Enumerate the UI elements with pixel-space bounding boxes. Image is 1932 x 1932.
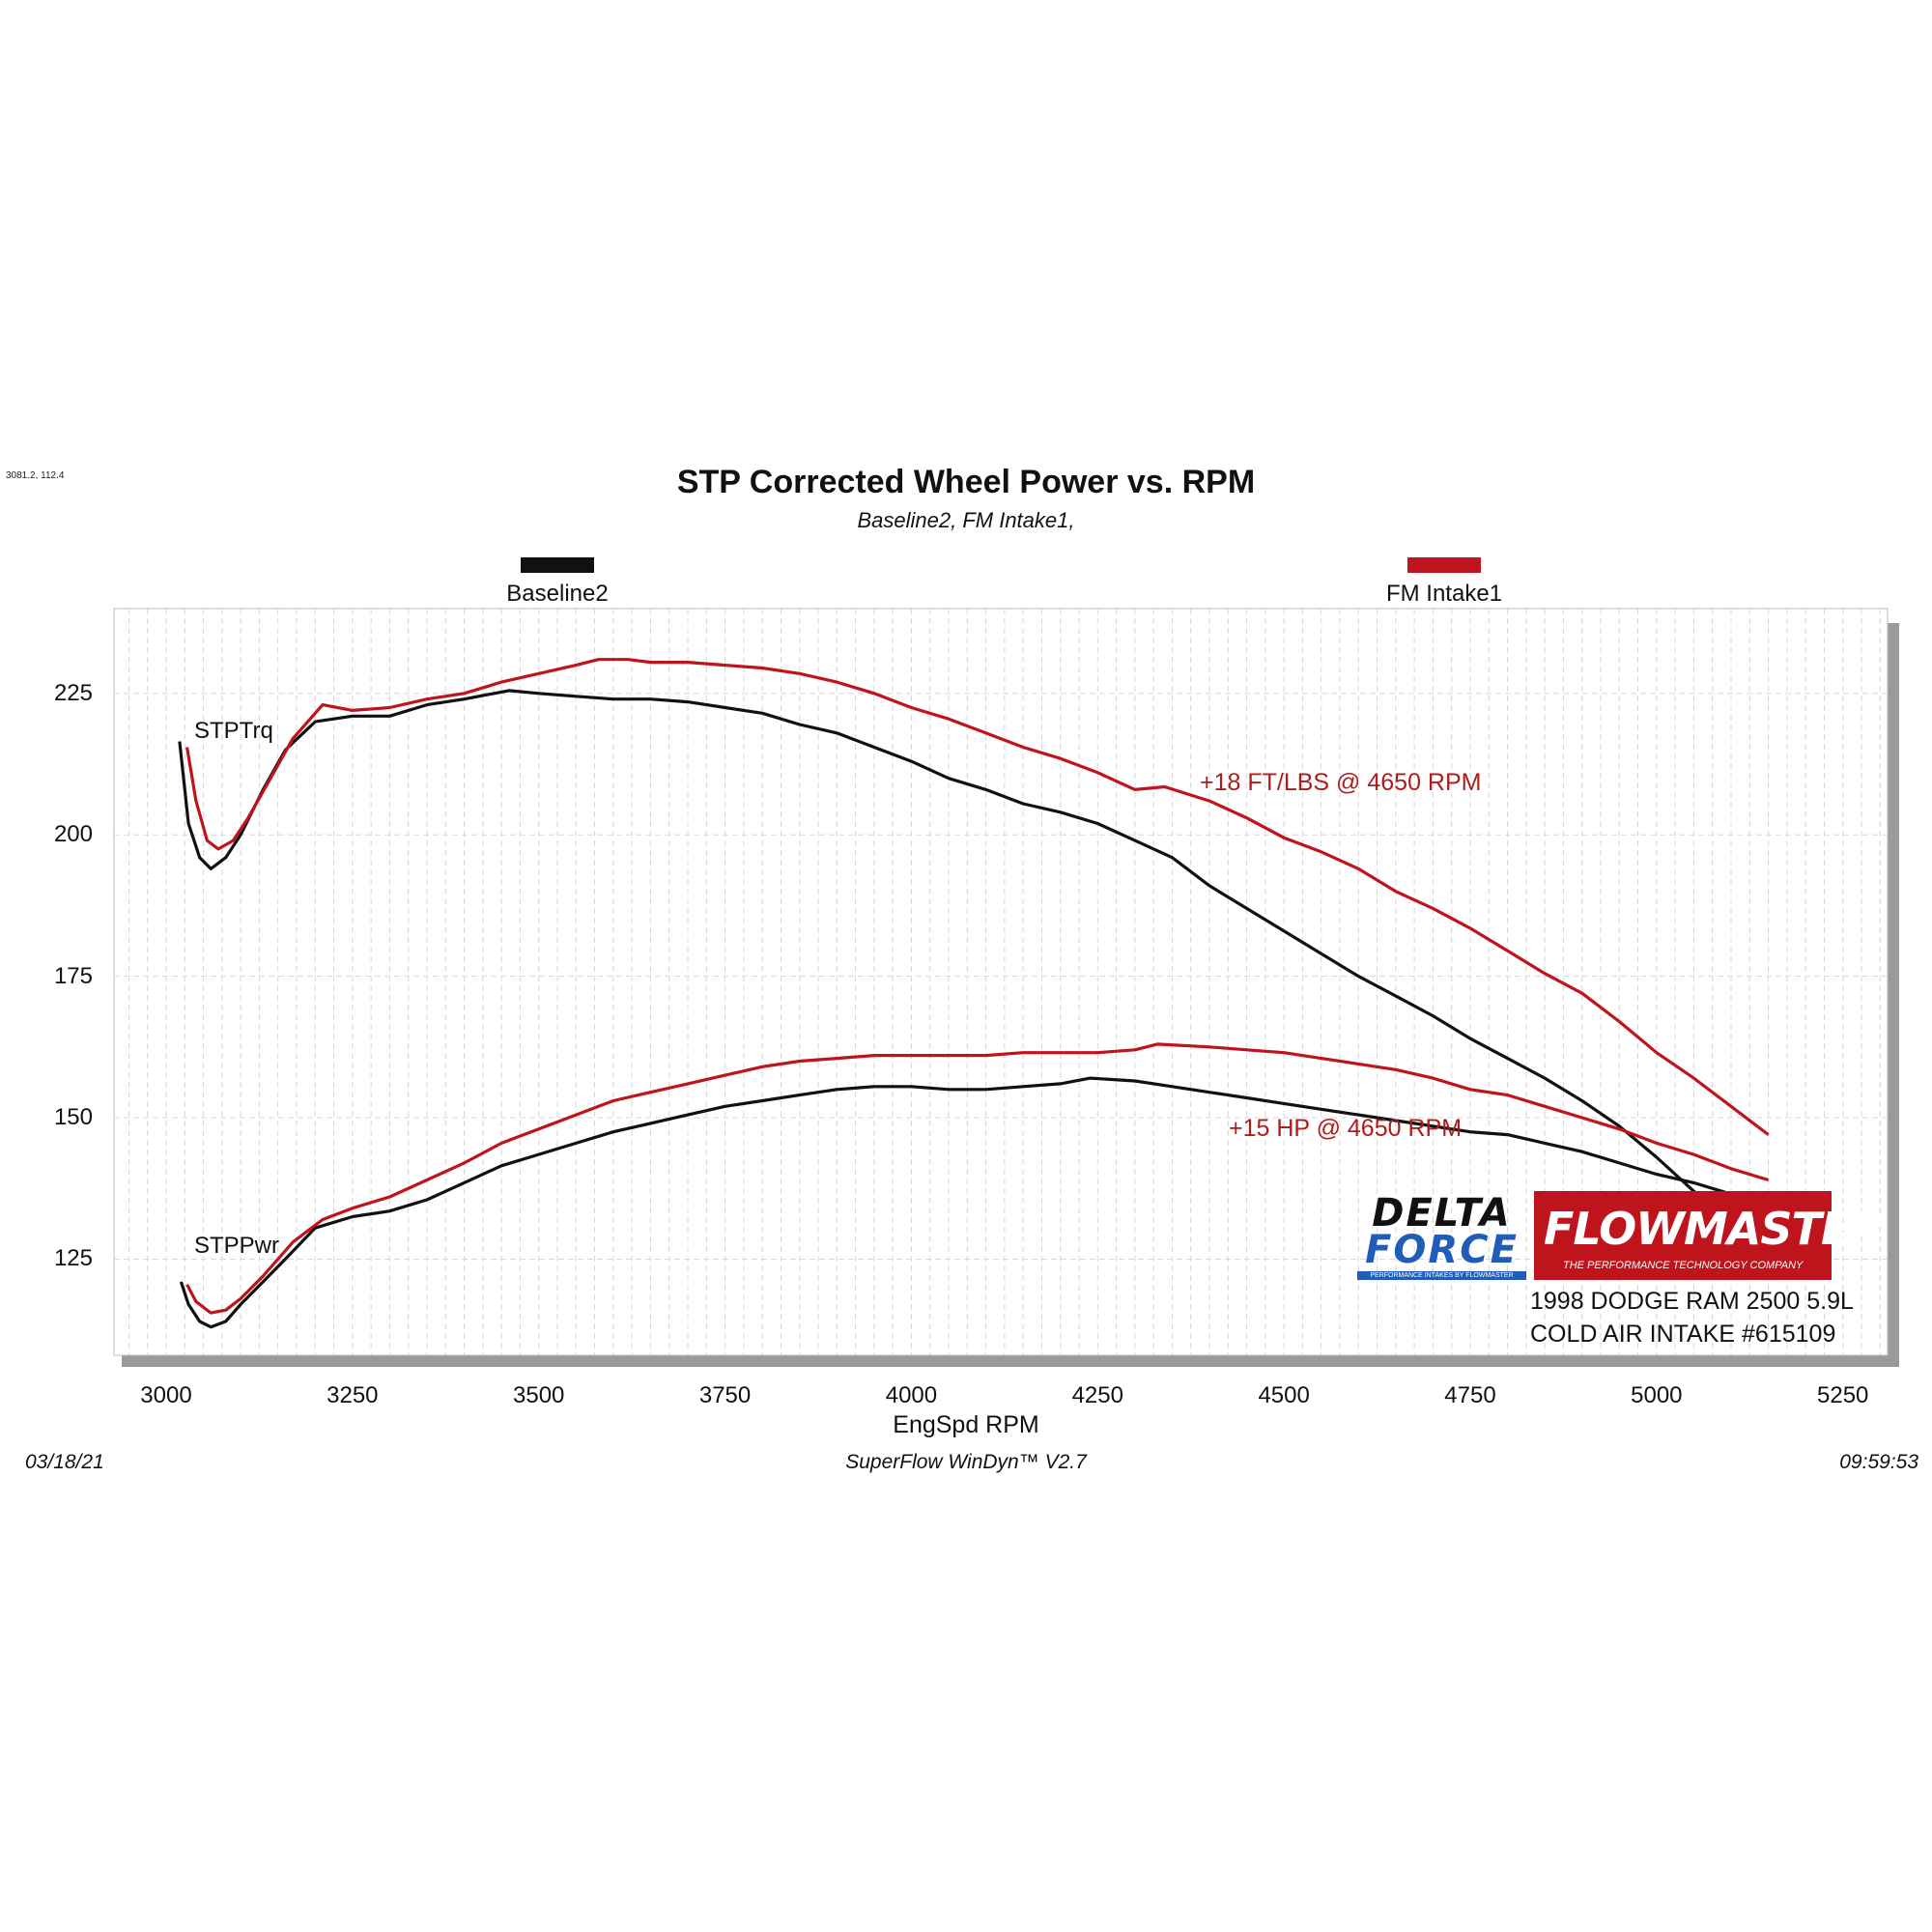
series-line-baseline2-stptrq <box>178 689 1770 1255</box>
x-tick-label: 4000 <box>885 1382 938 1408</box>
legend-label-baseline: Baseline2 <box>506 581 609 607</box>
legend-swatch-baseline <box>521 557 594 573</box>
legend-swatch-fm-intake <box>1407 557 1481 573</box>
delta-force-logo-line1: DELTA <box>1372 1191 1512 1236</box>
flowmaster-logo-name: FLOWMASTER <box>1544 1203 1885 1255</box>
chart-title: STP Corrected Wheel Power vs. RPM <box>676 464 1256 500</box>
y-tick-label: 125 <box>53 1245 93 1272</box>
y-tick-label: 225 <box>53 679 93 706</box>
vehicle-description: 1998 DODGE RAM 2500 5.9L <box>1530 1288 1854 1315</box>
y-tick-label: 150 <box>53 1104 93 1131</box>
x-tick-label: 3500 <box>513 1382 565 1408</box>
y-tick-label: 200 <box>53 821 93 848</box>
x-axis-label: EngSpd RPM <box>893 1411 1039 1438</box>
torque-gain-annotation: +18 FT/LBS @ 4650 RPM <box>1200 769 1482 796</box>
series-line-fm-intake1-stppwr <box>185 1042 1770 1315</box>
x-tick-label: 5000 <box>1631 1382 1683 1408</box>
series-lines <box>178 658 1770 1329</box>
x-tick-label: 4500 <box>1258 1382 1310 1408</box>
legend-label-fm-intake: FM Intake1 <box>1385 581 1503 607</box>
delta-force-logo-line2: FORCE <box>1365 1228 1519 1272</box>
footer-time: 09:59:53 <box>1839 1451 1918 1473</box>
x-tick-label: 3750 <box>698 1382 752 1408</box>
flowmaster-logo: FLOWMASTER THE PERFORMANCE TECHNOLOGY CO… <box>1534 1191 1885 1280</box>
series-line-fm-intake1-stptrq <box>185 658 1770 1136</box>
vehicle-product: COLD AIR INTAKE #615109 <box>1530 1321 1836 1348</box>
series-label-power: STPPwr <box>194 1233 280 1259</box>
x-tick-label: 3250 <box>327 1382 379 1408</box>
flowmaster-logo-tagline: THE PERFORMANCE TECHNOLOGY COMPANY <box>1563 1260 1804 1271</box>
x-tick-label: 3000 <box>140 1382 192 1408</box>
chart-subtitle: Baseline2, FM Intake1, <box>857 508 1075 532</box>
cursor-readout: 3081.2, 112.4 <box>6 470 65 481</box>
x-tick-label: 4750 <box>1444 1382 1496 1408</box>
x-tick-label: 4250 <box>1071 1382 1123 1408</box>
delta-force-logo-tagline: PERFORMANCE INTAKES BY FLOWMASTER <box>1357 1271 1526 1280</box>
power-gain-annotation: +15 HP @ 4650 RPM <box>1229 1115 1463 1142</box>
delta-force-logo: DELTA FORCE PERFORMANCE INTAKES BY FLOWM… <box>1357 1191 1526 1284</box>
footer-date: 03/18/21 <box>25 1451 104 1473</box>
footer-software: SuperFlow WinDyn™ V2.7 <box>845 1451 1087 1473</box>
x-tick-label: 5250 <box>1817 1382 1869 1408</box>
series-line-baseline2-stppwr <box>179 1076 1769 1329</box>
series-label-torque: STPTrq <box>194 718 273 744</box>
y-tick-label: 175 <box>53 962 93 989</box>
